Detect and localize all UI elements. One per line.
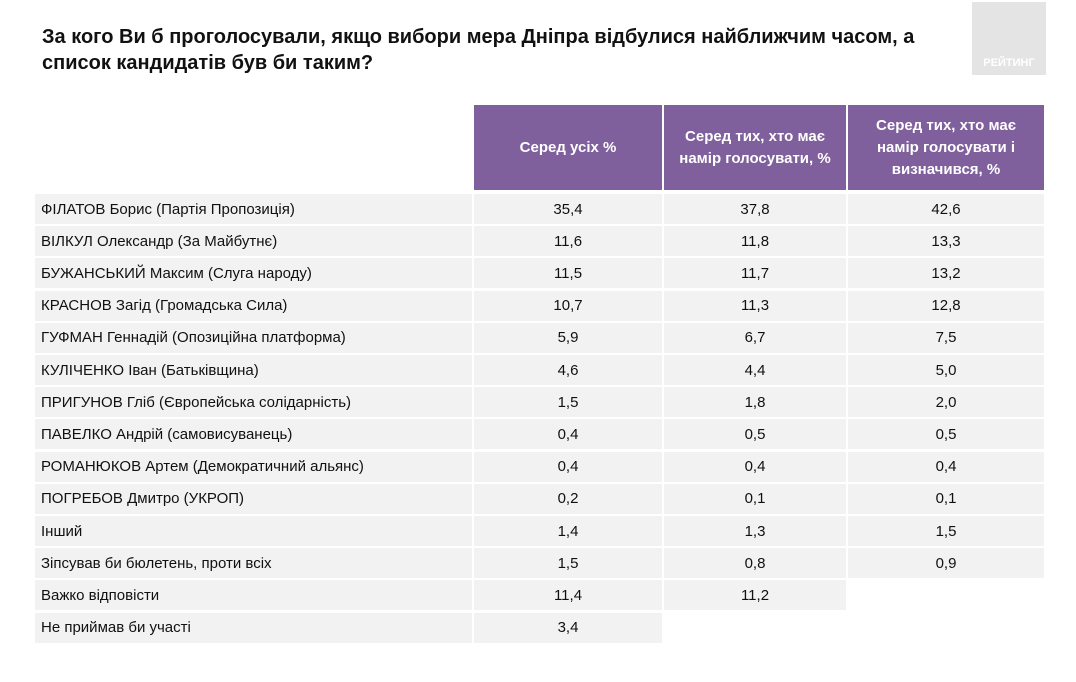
row-label: ПОГРЕБОВ Дмитро (УКРОП)	[35, 483, 472, 514]
cell-value: 7,5	[848, 322, 1044, 353]
cell-value: 6,7	[664, 322, 846, 353]
column-header: Серед тих, хто має намір голосувати і ви…	[848, 105, 1044, 190]
row-label: ГУФМАН Геннадій (Опозиційна платформа)	[35, 322, 472, 353]
column-header: Серед усіх %	[474, 105, 662, 190]
cell-value: 5,0	[848, 355, 1044, 385]
cell-value: 11,3	[664, 290, 846, 321]
cell-value: 0,2	[474, 483, 662, 514]
cell-value: 11,2	[664, 580, 846, 611]
cell-value: 0,4	[474, 451, 662, 482]
cell-value: 1,5	[474, 548, 662, 579]
cell-value: 11,8	[664, 226, 846, 257]
row-label: ПАВЕЛКО Андрій (самовисуванець)	[35, 419, 472, 450]
cell-value: 13,3	[848, 226, 1044, 257]
cell-value: 3,4	[474, 612, 662, 643]
cell-value: 0,5	[664, 419, 846, 450]
cell-value: 0,5	[848, 419, 1044, 450]
row-label: Інший	[35, 516, 472, 546]
cell-value: 0,4	[664, 451, 846, 482]
cell-value: 1,3	[664, 516, 846, 546]
cell-value: 0,1	[664, 483, 846, 514]
cell-value: 0,4	[474, 419, 662, 450]
cell-value: 1,4	[474, 516, 662, 546]
cell-value: 12,8	[848, 290, 1044, 321]
cell-value: 10,7	[474, 290, 662, 321]
row-label: КУЛІЧЕНКО Іван (Батьківщина)	[35, 355, 472, 385]
logo: РЕЙТИНГ	[972, 2, 1046, 75]
cell-value: 2,0	[848, 387, 1044, 418]
cell-value: 0,8	[664, 548, 846, 579]
row-label: Важко відповісти	[35, 580, 472, 611]
row-label: КРАСНОВ Загід (Громадська Сила)	[35, 290, 472, 321]
cell-value: 42,6	[848, 194, 1044, 224]
cell-value: 4,4	[664, 355, 846, 385]
row-label: БУЖАНСЬКИЙ Максим (Слуга народу)	[35, 258, 472, 289]
row-label: ПРИГУНОВ Гліб (Європейська солідарність)	[35, 387, 472, 418]
row-label: ВІЛКУЛ Олександр (За Майбутнє)	[35, 226, 472, 257]
cell-value: 13,2	[848, 258, 1044, 289]
logo-text: РЕЙТИНГ	[983, 57, 1035, 69]
cell-value: 1,5	[848, 516, 1044, 546]
title: За кого Ви б проголосували, якщо вибори …	[42, 26, 915, 74]
row-label: ФІЛАТОВ Борис (Партія Пропозиція)	[35, 194, 472, 224]
cell-value: 35,4	[474, 194, 662, 224]
cell-value: 4,6	[474, 355, 662, 385]
cell-value: 37,8	[664, 194, 846, 224]
cell-value: 1,8	[664, 387, 846, 418]
cell-value: 11,4	[474, 580, 662, 611]
row-label: Не приймав би участі	[35, 612, 472, 643]
cell-value: 5,9	[474, 322, 662, 353]
row-label: Зіпсував би бюлетень, проти всіх	[35, 548, 472, 579]
column-header: Серед тих, хто має намір голосувати, %	[664, 105, 846, 190]
cell-value: 11,5	[474, 258, 662, 289]
cell-value: 11,6	[474, 226, 662, 257]
cell-value: 1,5	[474, 387, 662, 418]
cell-value: 0,4	[848, 451, 1044, 482]
cell-value: 0,9	[848, 548, 1044, 579]
cell-value: 0,1	[848, 483, 1044, 514]
cell-value: 11,7	[664, 258, 846, 289]
row-label: РОМАНЮКОВ Артем (Демократичний альянс)	[35, 451, 472, 482]
